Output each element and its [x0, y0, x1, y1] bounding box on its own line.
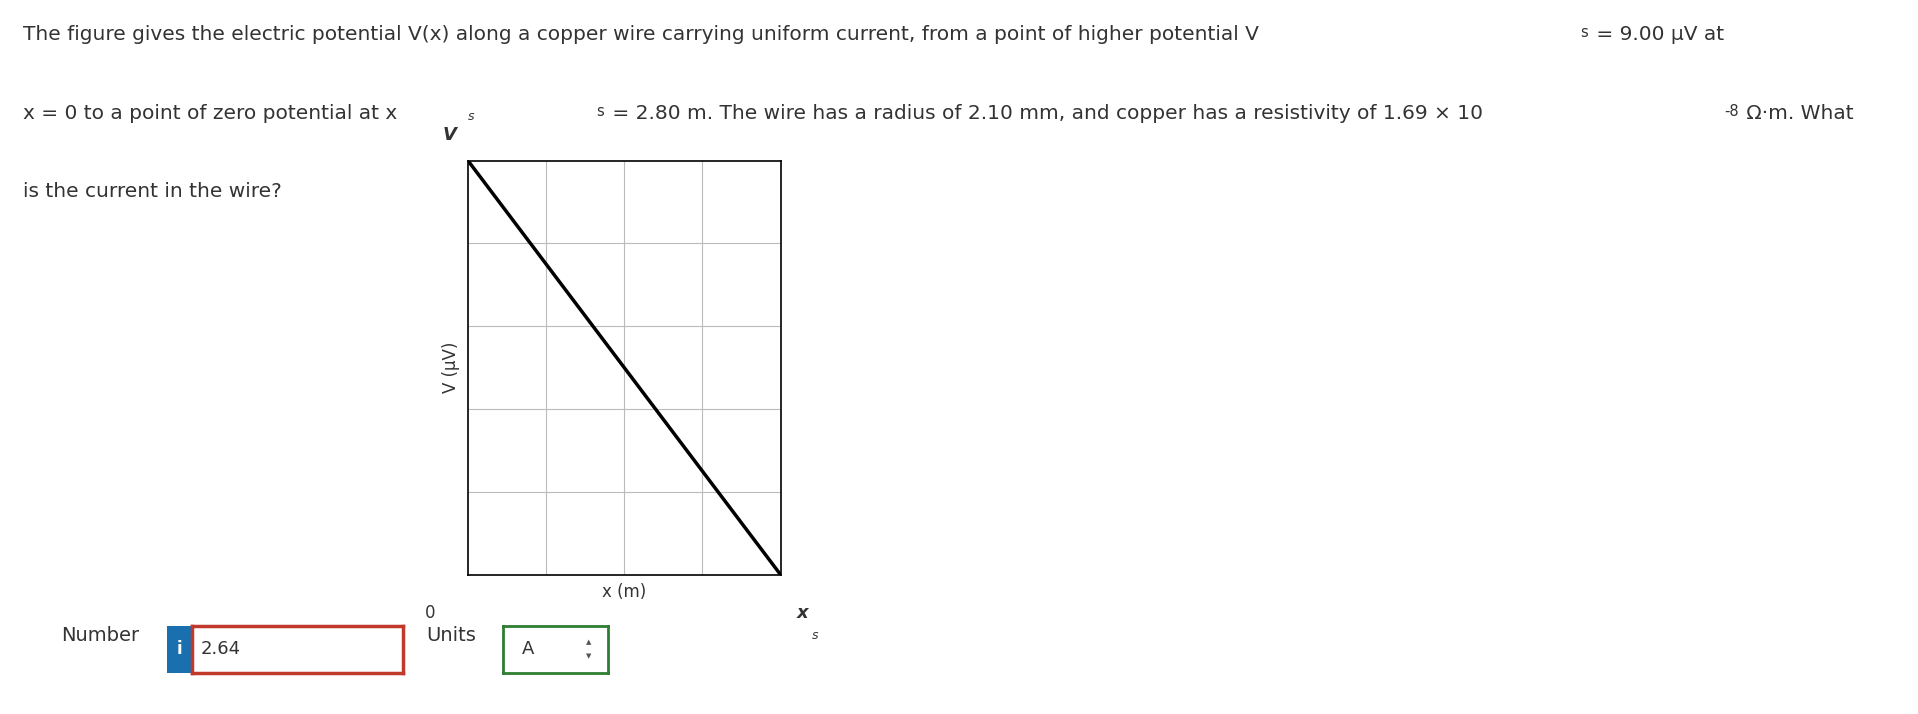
Text: = 2.80 m. The wire has a radius of 2.10 mm, and copper has a resistivity of 1.69: = 2.80 m. The wire has a radius of 2.10 …	[606, 104, 1483, 123]
Text: ▼: ▼	[587, 653, 593, 659]
Text: s: s	[468, 111, 474, 124]
X-axis label: x (m): x (m)	[602, 583, 646, 601]
Text: Ω·m. What: Ω·m. What	[1740, 104, 1853, 123]
Text: = 9.00 μV at: = 9.00 μV at	[1590, 25, 1724, 44]
Text: A: A	[522, 640, 533, 658]
Text: V: V	[443, 126, 456, 144]
Text: The figure gives the electric potential V(x) along a copper wire carrying unifor: The figure gives the electric potential …	[23, 25, 1258, 44]
Text: s: s	[811, 628, 819, 642]
Text: Number: Number	[61, 626, 140, 645]
Text: s: s	[596, 104, 604, 119]
Text: -8: -8	[1724, 104, 1740, 119]
Text: ▲: ▲	[587, 640, 593, 645]
Text: i: i	[176, 640, 182, 658]
Text: s: s	[1580, 25, 1588, 40]
Text: x = 0 to a point of zero potential at x: x = 0 to a point of zero potential at x	[23, 104, 397, 123]
Text: Units: Units	[426, 626, 476, 645]
Text: 0: 0	[426, 604, 435, 622]
Text: x: x	[796, 604, 807, 622]
Text: 2.64: 2.64	[199, 640, 240, 658]
Text: is the current in the wire?: is the current in the wire?	[23, 182, 282, 201]
Y-axis label: V (μV): V (μV)	[441, 342, 460, 393]
